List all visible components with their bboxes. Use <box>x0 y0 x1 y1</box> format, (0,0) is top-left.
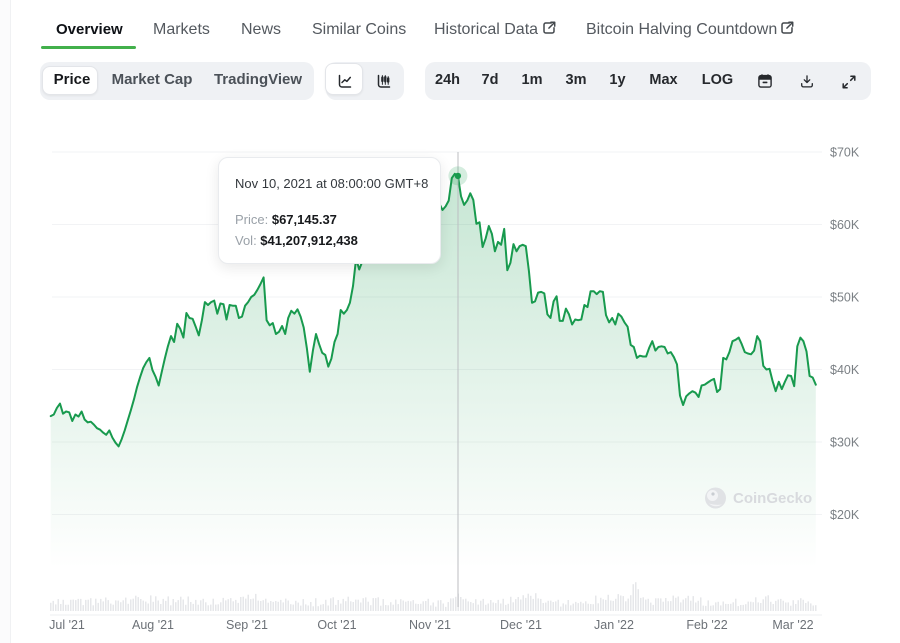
svg-text:Oct '21: Oct '21 <box>317 618 356 632</box>
svg-text:Jul '21: Jul '21 <box>49 618 85 632</box>
svg-text:$50K: $50K <box>830 291 860 305</box>
svg-text:$40K: $40K <box>830 363 860 377</box>
svg-text:CoinGecko: CoinGecko <box>733 490 812 507</box>
svg-text:$60K: $60K <box>830 218 860 232</box>
svg-text:$70K: $70K <box>830 146 860 160</box>
svg-text:Sep '21: Sep '21 <box>226 618 268 632</box>
svg-text:Nov '21: Nov '21 <box>409 618 451 632</box>
svg-text:Jan '22: Jan '22 <box>594 618 634 632</box>
svg-text:$30K: $30K <box>830 436 860 450</box>
svg-text:Dec '21: Dec '21 <box>500 618 542 632</box>
svg-text:Feb '22: Feb '22 <box>686 618 727 632</box>
svg-text:Mar '22: Mar '22 <box>772 618 813 632</box>
svg-text:$20K: $20K <box>830 508 860 522</box>
svg-text:Aug '21: Aug '21 <box>132 618 174 632</box>
